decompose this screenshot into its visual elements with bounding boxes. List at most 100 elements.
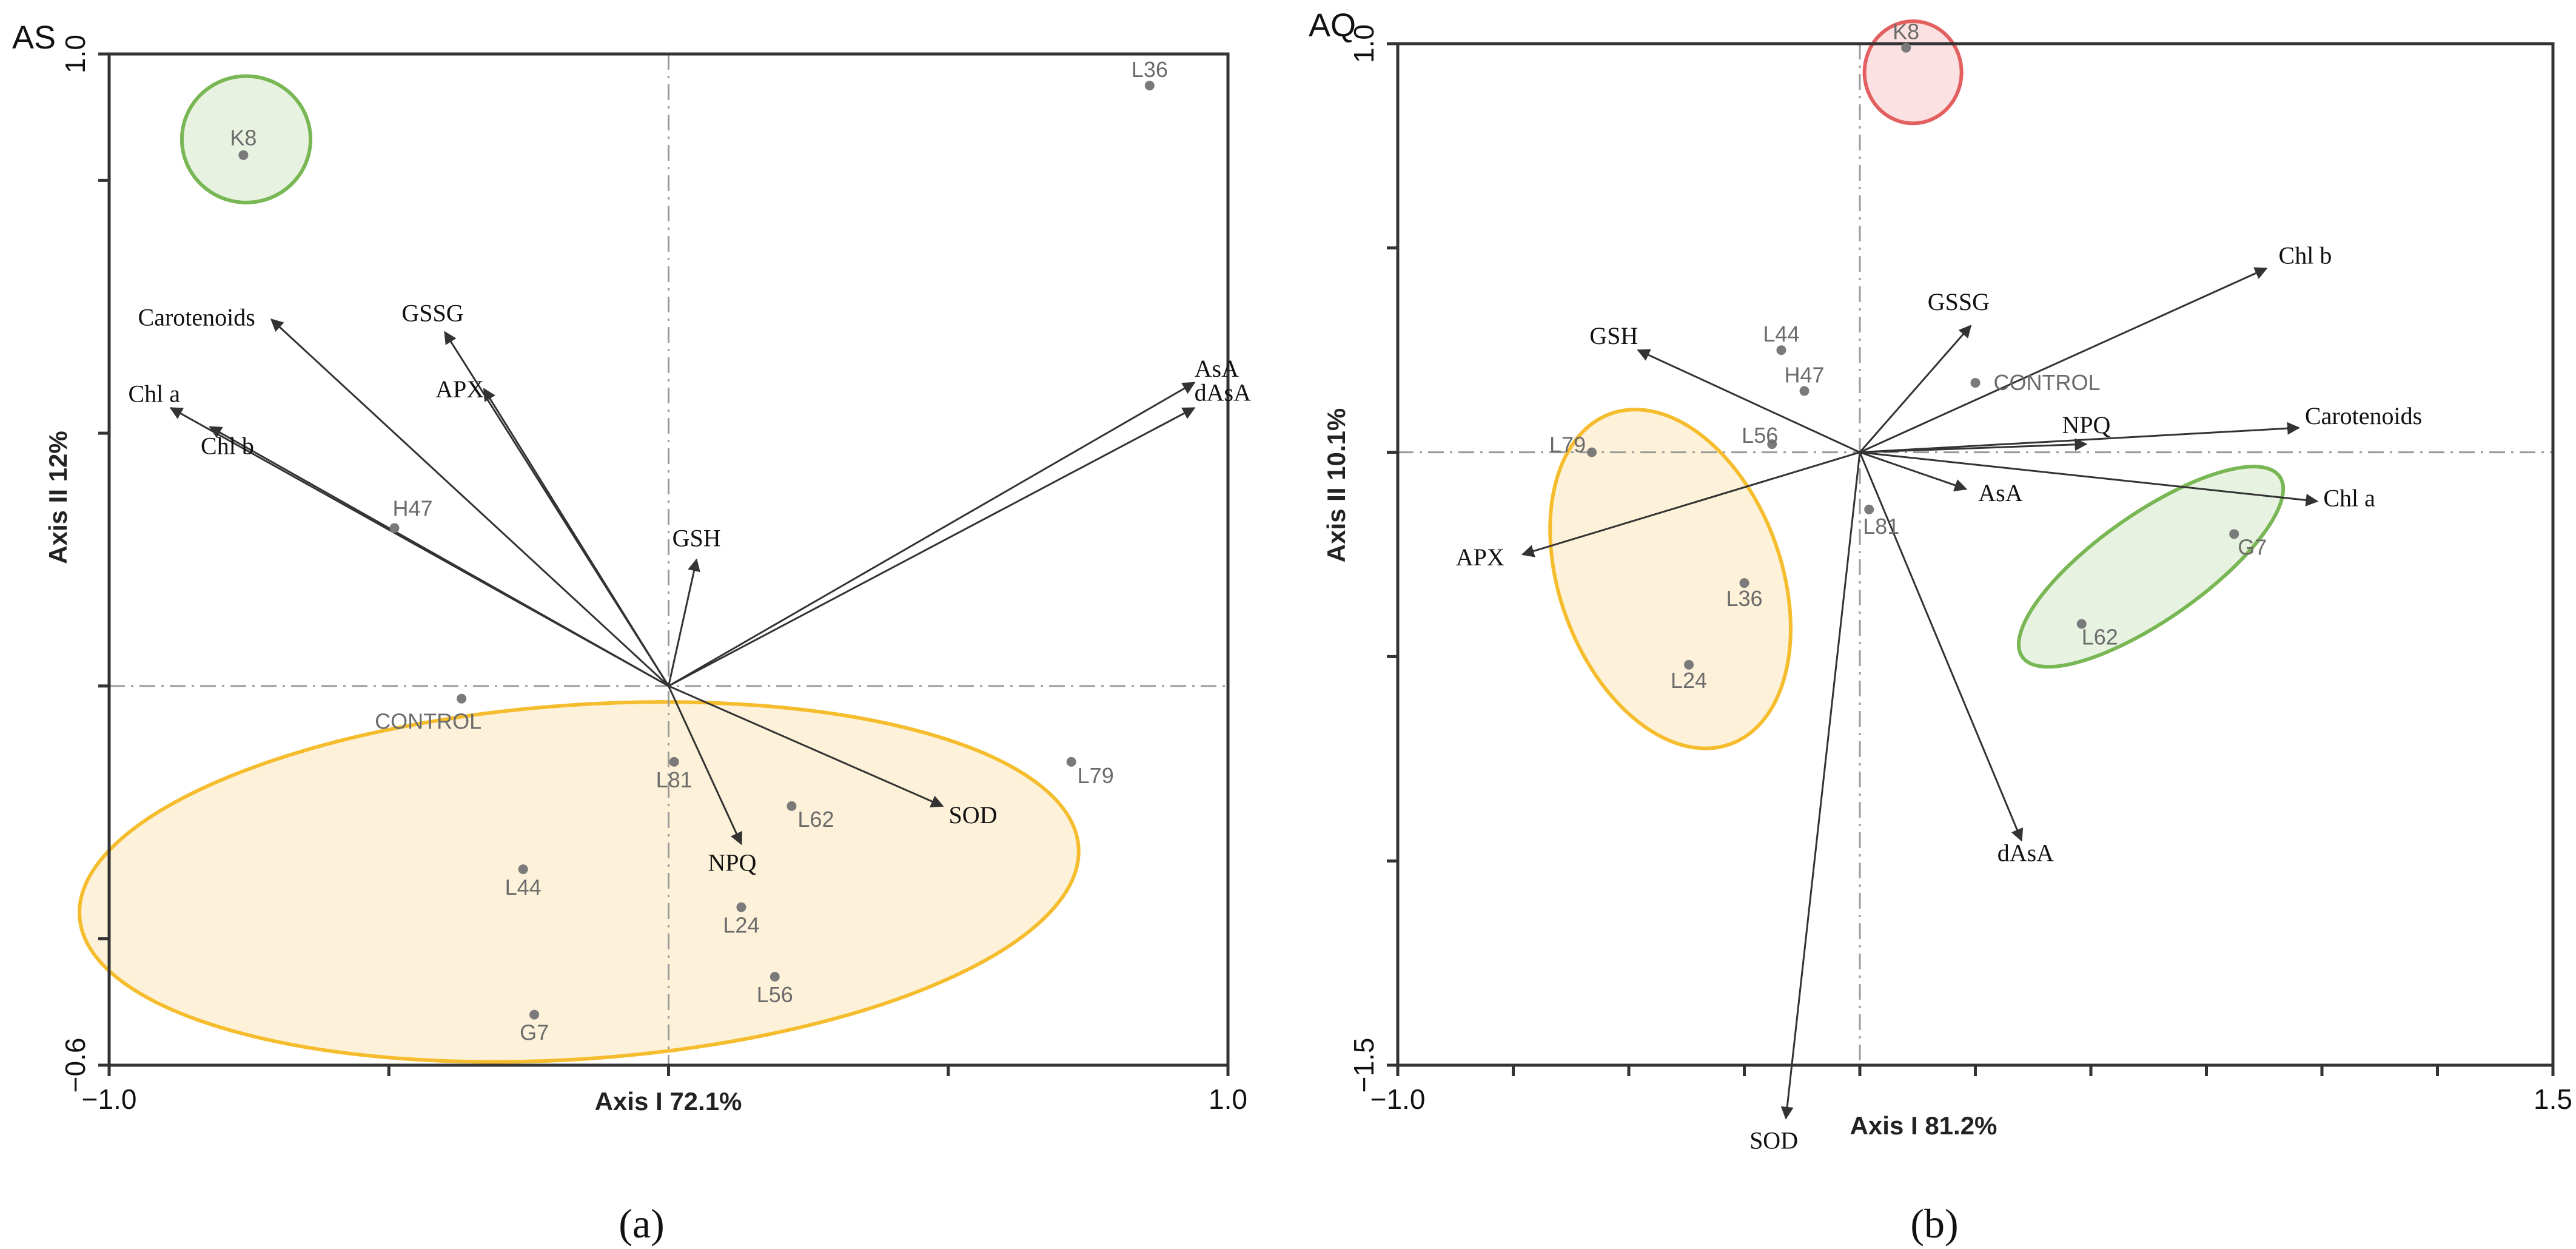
panel-a-y-axis-title: Axis II 12% bbox=[44, 431, 72, 564]
panel-b-yellow-group-ellipse bbox=[1548, 408, 1793, 750]
panel-b-vector-chl-a bbox=[1859, 451, 2319, 507]
panel-a-point-h47 bbox=[389, 523, 400, 533]
panel-a-point-label-control: CONTROL bbox=[375, 709, 481, 734]
panel-b-point-label-h47: H47 bbox=[1785, 363, 1825, 388]
panel-b-point-l44 bbox=[1776, 345, 1786, 355]
panel-a-point-label-h47: H47 bbox=[392, 496, 432, 520]
panel-b-vector-asa bbox=[1859, 451, 1968, 491]
panel-a-points: K8 L36 H47 CONTROL L81 L62 L79 L44 L24 L56 G7 bbox=[230, 57, 1168, 1045]
panel-a-point-label-l44: L44 bbox=[505, 875, 542, 900]
panel-a-vector-label-dasa: dAsA bbox=[1195, 379, 1251, 406]
panel-a: AS −1.0 1.0 −0.6 1.0 Carotenoids Chl a Chl b G… bbox=[12, 19, 1251, 1247]
panel-b-point-label-l24: L24 bbox=[1671, 668, 1707, 693]
panel-a-point-label-k8: K8 bbox=[230, 126, 257, 150]
panel-a-vector-label-gsh: GSH bbox=[673, 525, 721, 552]
panel-a-group-ellipses bbox=[78, 74, 1081, 1064]
panel-b-vector-label-gssg: GSSG bbox=[1928, 288, 1990, 315]
panel-a-point-l56 bbox=[770, 972, 780, 982]
panel-a-point-k8 bbox=[238, 150, 249, 160]
panel-a-vector-apx bbox=[483, 388, 669, 687]
panel-a-vector-sod bbox=[668, 685, 944, 807]
panel-a-vector-dasa bbox=[668, 407, 1196, 687]
panel-a-vector-label-chl-b: Chl b bbox=[201, 433, 254, 460]
panel-b-caption: (b) bbox=[1910, 1200, 1958, 1247]
panel-a-vector-label-carotenoids: Carotenoids bbox=[138, 304, 255, 331]
panel-a-x-tick-label: −1.0 bbox=[82, 1083, 137, 1115]
panel-b-group-ellipses bbox=[1548, 19, 2286, 750]
panel-a-ticks: −1.0 1.0 −0.6 1.0 bbox=[59, 35, 1247, 1115]
panel-b-y-tick-label: −1.5 bbox=[1348, 1038, 1380, 1093]
panel-b-vector-label-dasa: dAsA bbox=[1997, 840, 2054, 867]
panel-b-point-label-l56: L56 bbox=[1742, 423, 1778, 448]
panel-b-vector-label-chl-a: Chl a bbox=[2323, 484, 2375, 511]
panel-a-vector-asa bbox=[668, 382, 1196, 687]
panel-b-point-l81 bbox=[1864, 504, 1874, 514]
panel-b-red-group-ellipse bbox=[1862, 19, 1964, 126]
panel-a-y-tick-label: −0.6 bbox=[59, 1038, 91, 1093]
panel-b-point-g7 bbox=[2229, 529, 2239, 539]
panel-b-points: K8 L44 H47 CONTROL L79 L56 L81 L36 L24 G7 L62 bbox=[1549, 19, 2267, 693]
panel-a-point-label-l79: L79 bbox=[1078, 763, 1114, 788]
panel-a-y-tick-label: 1.0 bbox=[59, 35, 91, 73]
panel-b-vector-sod bbox=[1780, 452, 1861, 1120]
panel-b-point-h47 bbox=[1799, 386, 1810, 396]
panel-b-vector-gsh bbox=[1637, 349, 1860, 453]
panel-b-vector-dasa bbox=[1859, 452, 2024, 842]
panel-b-vector-label-gsh: GSH bbox=[1589, 322, 1638, 349]
panel-b-vector-label-npq: NPQ bbox=[2062, 411, 2110, 439]
panel-b-ticks: −1.0 1.5 −1.5 1.0 bbox=[1348, 24, 2572, 1115]
panel-a-point-g7 bbox=[529, 1009, 540, 1020]
panel-b-point-label-g7: G7 bbox=[2238, 534, 2267, 559]
panel-a-title: AS bbox=[12, 19, 56, 56]
panel-a-point-l24 bbox=[736, 902, 746, 912]
panel-b-point-label-l62: L62 bbox=[2082, 625, 2118, 650]
panel-b-vector-label-carotenoids: Carotenoids bbox=[2305, 402, 2422, 429]
panel-a-green-group-ellipse bbox=[179, 74, 313, 204]
panel-a-vector-label-sod: SOD bbox=[949, 801, 998, 829]
panel-b-x-tick-label: −1.0 bbox=[1370, 1083, 1426, 1115]
panel-b-point-label-k8: K8 bbox=[1893, 19, 1919, 44]
panel-b-vector-chl-b bbox=[1859, 267, 2268, 453]
panel-a-vector-label-apx: APX bbox=[435, 375, 484, 403]
panel-b-vectors: GSH APX GSSG Chl b NPQ Carotenoids Chl a AsA dAs… bbox=[1456, 241, 2422, 1154]
panel-a-point-label-l81: L81 bbox=[656, 767, 693, 792]
panel-b-point-l36 bbox=[1739, 578, 1749, 588]
panel-b-green-group-ellipse bbox=[2016, 465, 2286, 669]
panel-a-vector-npq bbox=[668, 685, 743, 846]
panel-a-point-l79 bbox=[1066, 756, 1076, 767]
panel-a-point-l62 bbox=[787, 801, 797, 811]
panel-b-vector-label-apx: APX bbox=[1456, 544, 1504, 571]
panel-a-point-control bbox=[457, 693, 467, 704]
panel-a-point-l44 bbox=[518, 864, 528, 875]
panel-b-point-label-l79: L79 bbox=[1549, 433, 1586, 457]
panel-a-point-label-l24: L24 bbox=[723, 913, 759, 938]
panel-a-vector-label-npq: NPQ bbox=[708, 849, 756, 876]
panel-a-x-axis-title: Axis I 72.1% bbox=[595, 1087, 742, 1116]
panel-b-y-tick-label: 1.0 bbox=[1348, 24, 1380, 63]
panel-b-y-axis-title: Axis II 10.1% bbox=[1322, 408, 1350, 562]
panel-a-vector-chl-b bbox=[209, 426, 669, 687]
panel-a-point-l36 bbox=[1144, 81, 1155, 91]
panel-b: AQ −1.0 1.5 −1.5 1.0 GSH APX GSSG Chl b NPQ Caro… bbox=[1309, 7, 2572, 1247]
panel-b-point-label-l36: L36 bbox=[1726, 586, 1762, 611]
panel-b-title: AQ bbox=[1309, 7, 1356, 44]
panel-b-vector-carotenoids bbox=[1859, 422, 2300, 454]
panel-a-point-label-g7: G7 bbox=[520, 1020, 549, 1045]
panel-a-point-label-l56: L56 bbox=[757, 982, 793, 1007]
panel-a-x-tick-label: 1.0 bbox=[1209, 1083, 1247, 1115]
panel-b-point-label-l81: L81 bbox=[1863, 514, 1899, 539]
panel-b-vector-gssg bbox=[1859, 325, 1972, 453]
panel-a-caption: (a) bbox=[619, 1200, 664, 1247]
panel-b-x-tick-label: 1.5 bbox=[2534, 1083, 2572, 1115]
panel-b-vector-label-sod: SOD bbox=[1749, 1127, 1798, 1154]
panel-a-vector-carotenoids bbox=[270, 318, 669, 687]
panel-b-vector-label-asa: AsA bbox=[1978, 479, 2022, 507]
panel-b-point-label-l44: L44 bbox=[1763, 322, 1799, 346]
panel-b-point-l56 bbox=[1767, 439, 1777, 449]
panel-b-point-label-control: CONTROL bbox=[1994, 370, 2101, 395]
panel-a-point-label-l62: L62 bbox=[797, 807, 834, 832]
panel-a-vector-gsh bbox=[668, 558, 700, 687]
panel-b-point-control bbox=[1970, 378, 1981, 388]
